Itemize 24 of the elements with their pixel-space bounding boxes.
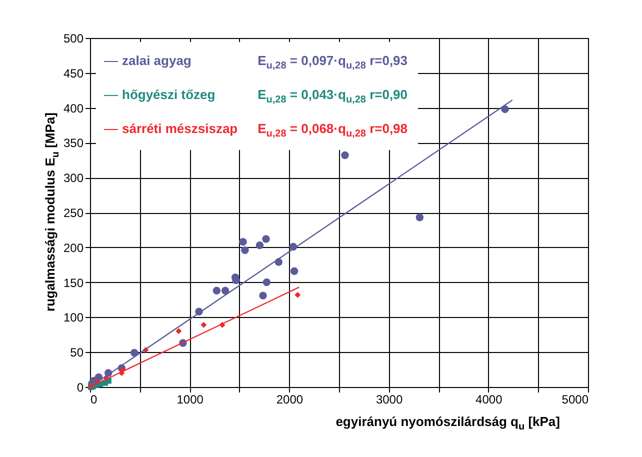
x-tick-label: 5000 (562, 392, 589, 406)
legend-label: sárréti mészsiszap (122, 121, 238, 136)
legend-label: hőgyészi tőzeg (122, 87, 216, 102)
y-tick-label: 200 (63, 240, 84, 255)
x-tick-label: 1000 (176, 392, 204, 406)
annotation: E$_{u,28}$ = 0,068·q$_{u,28}$ r=0,98 (258, 120, 408, 142)
y-tick-label: 400 (63, 101, 84, 116)
y-tick-label: 250 (63, 206, 84, 220)
y-tick-label: 500 (63, 32, 84, 46)
y-tick-label: 50 (70, 346, 84, 360)
y-tick-label: 150 (63, 276, 84, 290)
y-tick-label: 350 (63, 136, 84, 150)
x-tick-label: 0 (90, 392, 98, 406)
x-tick-label: 2000 (276, 392, 304, 406)
legend-label: zalai agyag (122, 53, 192, 68)
x-tick-label: 4000 (476, 392, 503, 406)
x-axis-title: egyirányú nyomószilárdság q$_{u}$ [kPa] (336, 414, 560, 433)
y-tick-label: 100 (63, 310, 84, 325)
annotation: E$_{u,28}$ = 0,043·q$_{u,28}$ r=0,90 (258, 86, 408, 108)
y-tick-label: 300 (63, 171, 84, 186)
x-tick-label: 3000 (376, 392, 403, 406)
annotation: E$_{u,28}$ = 0,097·q$_{u,28}$ r=0,93 (258, 52, 408, 74)
y-tick-label: 0 (76, 380, 84, 394)
y-tick-label: 450 (63, 66, 84, 80)
